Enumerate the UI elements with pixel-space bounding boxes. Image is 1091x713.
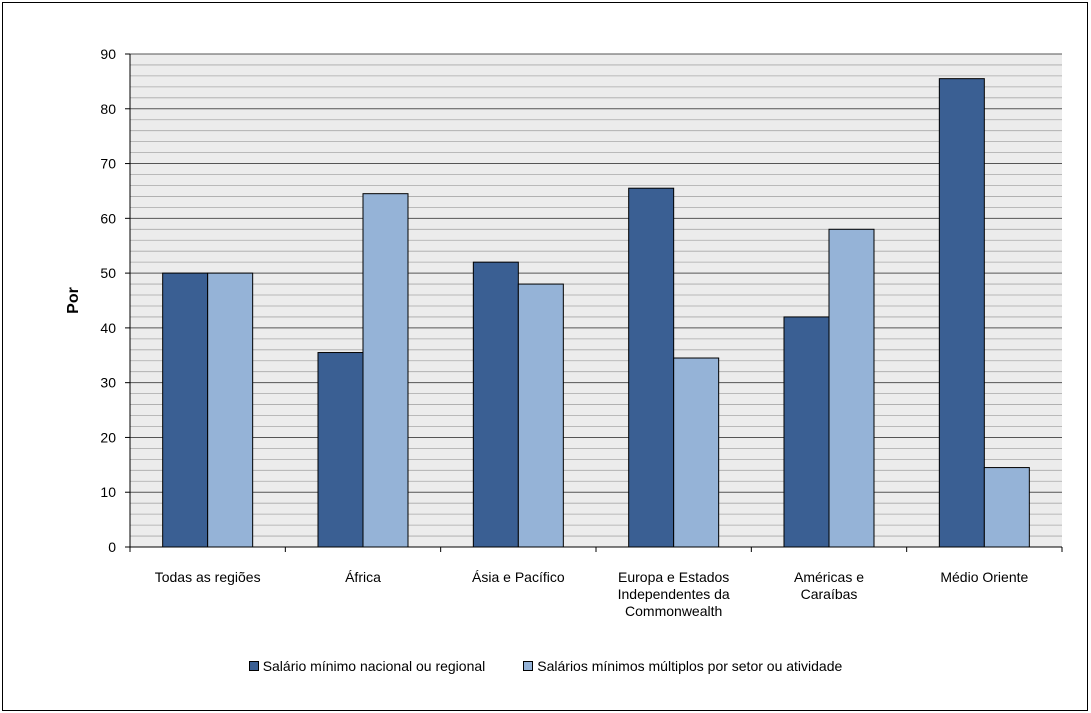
legend-label-series-2: Salários mínimos múltiplos por setor ou … bbox=[537, 658, 843, 674]
y-tick-label: 30 bbox=[100, 375, 116, 391]
x-tick-label: Médio Oriente bbox=[940, 569, 1028, 585]
legend-item-series-1: Salário mínimo nacional ou regional bbox=[248, 658, 486, 674]
y-tick-label: 0 bbox=[108, 539, 116, 555]
y-tick-label: 80 bbox=[100, 101, 116, 117]
bar-series-2-3 bbox=[517, 283, 564, 548]
bars bbox=[162, 78, 1030, 548]
bar-series-1-4 bbox=[628, 187, 675, 548]
x-tick-label: Américas e Caraíbas bbox=[794, 569, 864, 602]
y-tick-label: 40 bbox=[100, 320, 116, 336]
y-tick-labels: 0 10 20 30 40 50 60 70 80 90 bbox=[100, 46, 116, 555]
axes bbox=[125, 53, 1063, 552]
bar-series-2-5 bbox=[828, 228, 875, 548]
legend-label-series-1: Salário mínimo nacional ou regional bbox=[262, 658, 486, 674]
bar-series-1-3 bbox=[472, 261, 519, 548]
legend-swatch-series-2 bbox=[523, 661, 534, 671]
plot-area bbox=[130, 54, 1062, 547]
bar-series-2-4 bbox=[673, 357, 720, 548]
legend: Salário mínimo nacional ou regional Salá… bbox=[0, 658, 1091, 674]
x-tick-label: Ásia e Pacífico bbox=[472, 569, 565, 585]
bar-series-2-2 bbox=[362, 193, 409, 548]
y-axis-label: Por bbox=[65, 287, 82, 314]
y-tick-label: 90 bbox=[100, 46, 116, 62]
bar-series-2-1 bbox=[207, 272, 254, 548]
bar-series-2-6 bbox=[983, 467, 1030, 548]
y-tick-label: 20 bbox=[100, 429, 116, 445]
x-tick-label: Europa e Estados Independentes da Commonwe… bbox=[618, 569, 730, 619]
x-tick-labels: Todas as regiões África Ásia e Pacífico Eur… bbox=[155, 569, 1029, 619]
bar-series-1-6 bbox=[938, 78, 985, 548]
bar-series-1-1 bbox=[162, 272, 209, 548]
plot-background bbox=[130, 54, 1062, 547]
y-tick-label: 70 bbox=[100, 156, 116, 172]
y-tick-label: 60 bbox=[100, 210, 116, 226]
bar-series-1-2 bbox=[317, 352, 364, 548]
x-tick-label: África bbox=[345, 569, 381, 585]
x-tick-label: Todas as regiões bbox=[155, 569, 261, 585]
bar-series-1-5 bbox=[783, 316, 830, 548]
legend-item-series-2: Salários mínimos múltiplos por setor ou … bbox=[523, 658, 842, 674]
y-tick-label: 50 bbox=[100, 265, 116, 281]
y-tick-label: 10 bbox=[100, 484, 116, 500]
legend-swatch-series-1 bbox=[248, 661, 259, 671]
